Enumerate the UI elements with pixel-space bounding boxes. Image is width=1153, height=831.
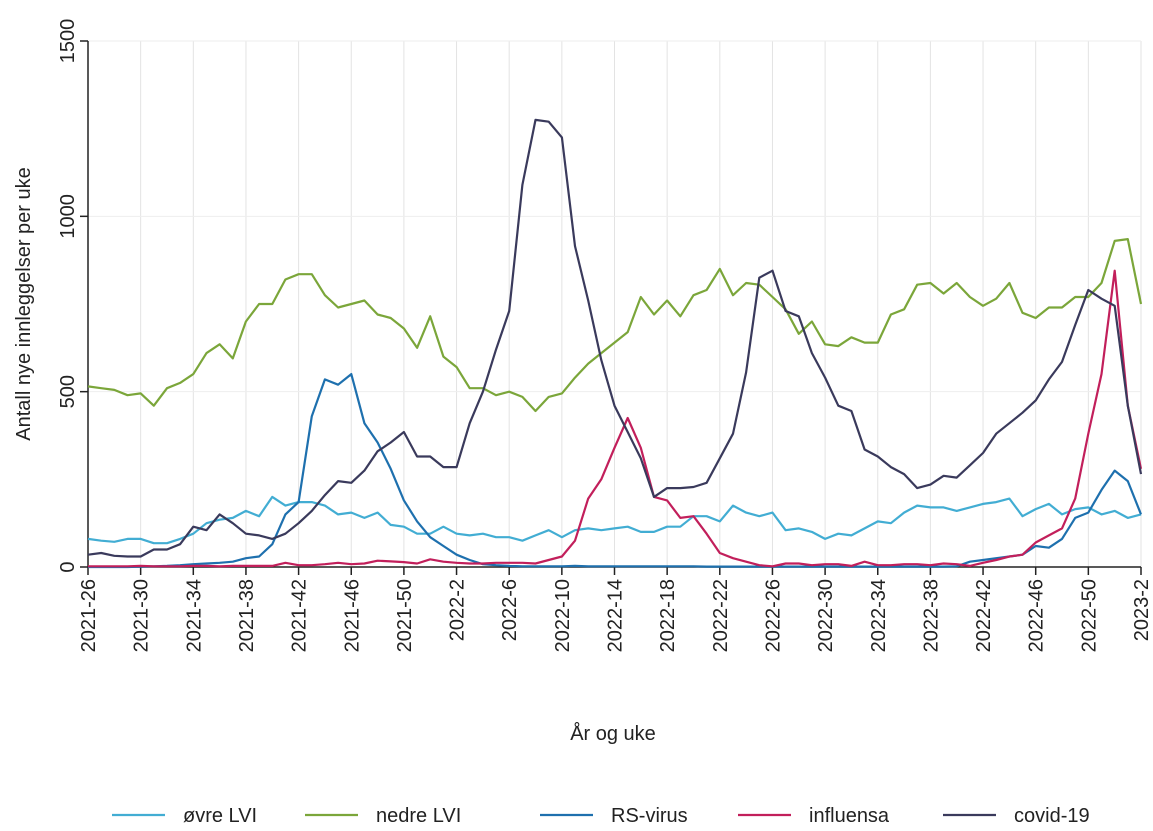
series-line — [87, 495, 1142, 545]
x-tick-label: 2021-26 — [78, 579, 100, 652]
x-tick-label: 2021-46 — [341, 579, 363, 652]
series-line — [87, 118, 1143, 558]
x-tick-label: 2021-30 — [131, 579, 153, 652]
y-axis-label: Antall nye innleggelser per uke — [13, 167, 35, 441]
legend-label: RS-virus — [611, 805, 688, 827]
legend-label: øvre LVI — [183, 805, 257, 827]
series-line — [88, 269, 1143, 568]
x-tick-label: 2022-2 — [447, 579, 469, 641]
y-tick-label: 1000 — [57, 194, 79, 239]
x-tick-label: 2021-34 — [183, 579, 205, 652]
y-tick-label: 500 — [57, 375, 79, 408]
legend-label: nedre LVI — [376, 805, 461, 827]
x-tick-label: 2022-46 — [1026, 579, 1048, 652]
x-tick-label: 2022-26 — [762, 579, 784, 652]
x-tick-label: 2022-14 — [605, 579, 627, 652]
series-line — [87, 238, 1143, 413]
y-tick-label: 0 — [57, 561, 79, 572]
x-tick-label: 2023-2 — [1131, 579, 1153, 641]
x-tick-label: 2022-18 — [657, 579, 679, 652]
x-tick-label: 2022-50 — [1078, 579, 1100, 652]
legend-label: influensa — [809, 805, 890, 827]
x-tick-label: 2022-6 — [499, 579, 521, 641]
x-tick-label: 2022-10 — [552, 579, 574, 652]
x-tick-label: 2022-42 — [973, 579, 995, 652]
x-tick-label: 2022-22 — [710, 579, 732, 652]
x-tick-label: 2022-38 — [920, 579, 942, 652]
x-tick-label: 2021-50 — [394, 579, 416, 652]
x-tick-label: 2022-30 — [815, 579, 837, 652]
x-tick-label: 2021-42 — [289, 579, 311, 652]
x-tick-label: 2022-34 — [868, 579, 890, 652]
x-tick-label: 2021-38 — [236, 579, 258, 652]
x-axis-label: År og uke — [570, 722, 656, 745]
series-line — [88, 373, 1143, 569]
y-tick-label: 1500 — [57, 19, 79, 64]
legend-label: covid-19 — [1014, 805, 1090, 827]
